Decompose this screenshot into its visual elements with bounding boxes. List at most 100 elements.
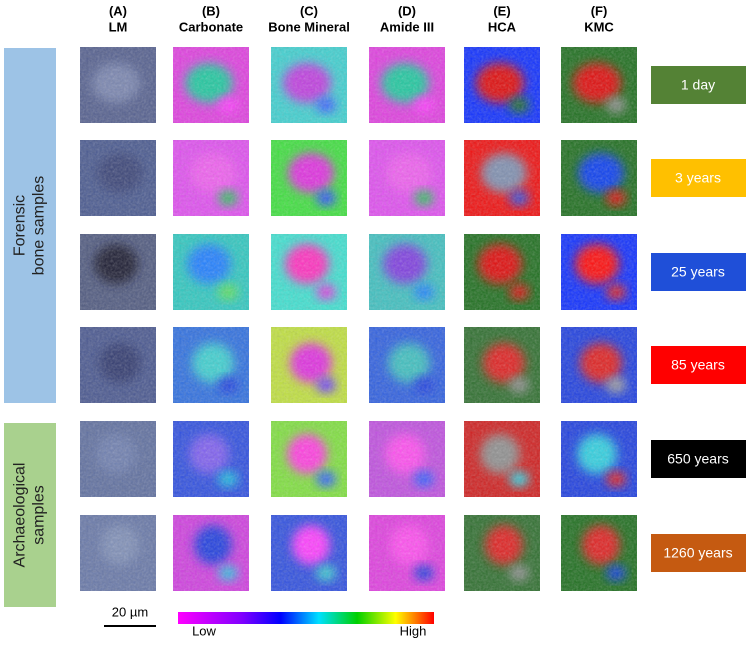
image-texture [80,421,156,497]
image-texture [561,234,637,310]
column-letter: (D) [398,3,416,18]
sample-image [271,327,347,403]
age-label: 1260 years [663,545,732,561]
image-texture [173,421,249,497]
sample-image [464,47,540,123]
age-label: 1 day [681,77,715,93]
image-texture [369,421,445,497]
group-panel [4,423,56,607]
image-texture [80,327,156,403]
sample-image [369,234,445,310]
sample-image [369,47,445,123]
image-texture [561,421,637,497]
image-texture [464,327,540,403]
image-texture [271,47,347,123]
image-texture [271,234,347,310]
sample-image [464,234,540,310]
column-name: Carbonate [179,19,243,34]
image-texture [561,327,637,403]
age-box [651,534,746,572]
sample-image [369,140,445,216]
image-texture [271,327,347,403]
colorbar-low: Low [192,623,216,638]
image-texture [561,515,637,591]
age-label: 25 years [671,264,725,280]
sample-image [464,515,540,591]
sample-image [369,421,445,497]
column-letter: (C) [300,3,318,18]
group-label: Archaeological [12,463,29,568]
image-texture [80,234,156,310]
age-box [651,253,746,291]
image-texture [464,47,540,123]
image-texture [464,140,540,216]
image-texture [173,47,249,123]
age-box [651,66,746,104]
group-label: Forensic [12,195,29,256]
image-texture [369,234,445,310]
sample-image [464,140,540,216]
sample-image [561,234,637,310]
image-texture [271,515,347,591]
age-box [651,440,746,478]
column-name: LM [109,19,128,34]
image-texture [464,234,540,310]
sample-image [173,140,249,216]
group-label: bone samples [31,176,48,276]
column-letter: (F) [591,3,608,18]
sample-image [173,421,249,497]
sample-image [271,421,347,497]
sample-image [173,327,249,403]
age-label: 3 years [675,170,721,186]
sample-image [561,47,637,123]
sample-image [561,421,637,497]
sample-image [561,140,637,216]
column-name: Amide III [380,19,434,34]
age-box [651,346,746,384]
sample-image [173,234,249,310]
image-texture [369,47,445,123]
sample-image [80,421,156,497]
image-texture [173,140,249,216]
column-letter: (B) [202,3,220,18]
image-texture [80,515,156,591]
image-grid [80,47,637,591]
sample-image [80,140,156,216]
sample-image [80,327,156,403]
image-texture [464,515,540,591]
age-label: 650 years [667,451,728,467]
sample-image [369,515,445,591]
scale-bar-label: 20 µm [112,604,148,619]
image-texture [464,421,540,497]
image-texture [271,421,347,497]
sample-image [561,327,637,403]
image-texture [369,515,445,591]
sample-image [80,234,156,310]
column-name: KMC [584,19,614,34]
image-texture [173,234,249,310]
image-texture [80,140,156,216]
sample-image [271,140,347,216]
sample-image [271,234,347,310]
sample-image [173,515,249,591]
image-texture [80,47,156,123]
image-texture [369,140,445,216]
sample-image [561,515,637,591]
colorbar-high: High [400,623,427,638]
column-name: Bone Mineral [268,19,350,34]
column-letter: (A) [109,3,127,18]
group-label: samples [31,485,48,545]
image-texture [369,327,445,403]
sample-image [80,47,156,123]
age-label: 85 years [671,357,725,373]
sample-image [464,421,540,497]
image-texture [561,140,637,216]
sample-image [173,47,249,123]
sample-image [369,327,445,403]
colorbar [178,612,434,624]
sample-image [271,47,347,123]
image-texture [173,515,249,591]
column-name: HCA [488,19,517,34]
image-texture [173,327,249,403]
